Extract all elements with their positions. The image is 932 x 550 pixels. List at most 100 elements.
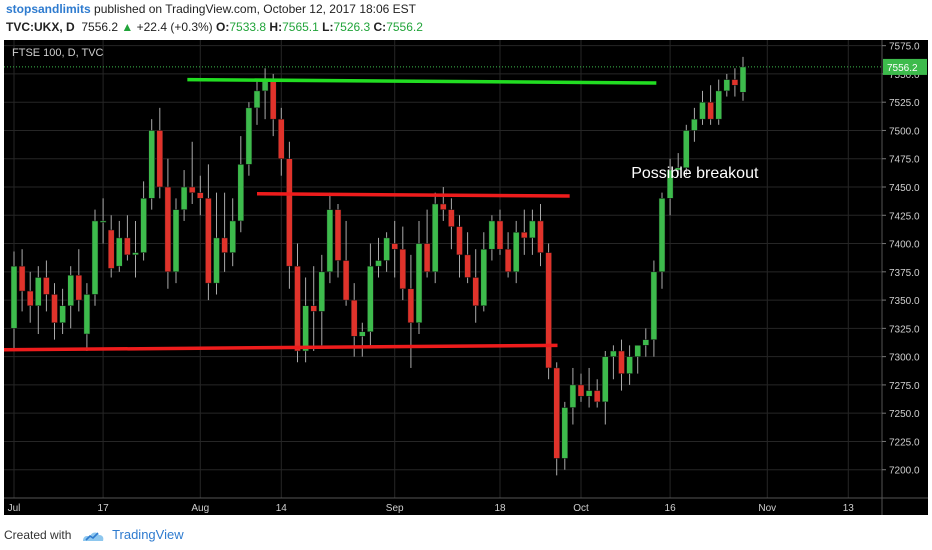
y-tick-label: 7475.0	[889, 155, 920, 166]
candle-body	[521, 231, 528, 239]
candle-body	[107, 229, 115, 269]
candle-body	[618, 350, 625, 374]
candle-body	[715, 90, 722, 120]
y-tick-label: 7525.0	[889, 98, 920, 109]
open-value: 7533.8	[229, 20, 267, 34]
candle-body	[278, 118, 285, 159]
candle-body	[569, 384, 577, 408]
candle-body	[480, 248, 488, 307]
candle-body	[561, 407, 569, 459]
tradingview-logo-icon	[82, 532, 104, 541]
candle-body	[310, 305, 317, 312]
candle-body	[699, 101, 706, 120]
candle-body	[431, 203, 439, 273]
candle-body	[180, 186, 188, 210]
candle-body	[488, 220, 496, 250]
candle-body	[375, 260, 382, 267]
last-price-badge-label: 7556.2	[887, 63, 918, 74]
candle-body	[593, 390, 601, 403]
y-tick-label: 7300.0	[889, 353, 920, 364]
low-value: 7526.3	[333, 20, 371, 34]
y-tick-label: 7550.0	[889, 70, 920, 81]
candle-body	[545, 252, 552, 369]
x-tick-label: 16	[665, 503, 677, 514]
publish-line: stopsandlimits published on TradingView.…	[6, 0, 926, 18]
price-change: +22.4 (+0.3%)	[136, 20, 213, 34]
y-tick-label: 7375.0	[889, 268, 920, 279]
x-tick-label: Nov	[758, 503, 776, 514]
candle-body	[529, 220, 536, 239]
candle-body	[472, 277, 479, 307]
close-label: C:	[373, 20, 387, 34]
candle-body	[302, 305, 309, 352]
candle-body	[342, 260, 350, 301]
candle-body	[124, 237, 131, 256]
trend-line	[4, 343, 558, 352]
x-tick-label: Aug	[191, 503, 209, 514]
open-label: O:	[216, 20, 230, 34]
y-tick-label: 7500.0	[889, 126, 920, 137]
candle-body	[504, 248, 512, 273]
candle-body	[731, 79, 739, 86]
y-tick-label: 7350.0	[889, 296, 920, 307]
ohlc-line: TVC:UKX, D 7556.2 ▲ +22.4 (+0.3%) O:7533…	[6, 18, 926, 36]
y-tick-label: 7450.0	[889, 183, 920, 194]
candle-body	[59, 305, 66, 323]
up-arrow-icon: ▲	[121, 20, 134, 34]
x-tick-label: Sep	[386, 503, 404, 514]
candle-body	[577, 384, 585, 397]
candle-body	[650, 271, 658, 340]
candle-body	[423, 243, 431, 273]
candle-body	[739, 66, 747, 93]
candle-body	[67, 274, 74, 307]
candle-body	[43, 277, 50, 295]
candle-body	[156, 130, 164, 188]
chart-area[interactable]: 7200.0 7225.0 7250.0 7275.0 7300.0 7325.0 7350…	[4, 40, 928, 515]
candle-body	[237, 164, 245, 222]
candle-body	[132, 252, 139, 256]
candle-body	[221, 237, 228, 253]
candle-body	[707, 101, 714, 120]
candle-body	[383, 237, 390, 261]
candle-body	[610, 350, 617, 357]
tradingview-brand[interactable]: TradingView	[112, 527, 184, 542]
footer: Created with TradingView	[4, 520, 928, 550]
candle-body	[666, 169, 674, 199]
candle-body	[456, 226, 463, 256]
candlestick-chart[interactable]: 7200.0 7225.0 7250.0 7275.0 7300.0 7325.0 7350…	[4, 40, 928, 515]
candle-body	[407, 288, 415, 323]
candle-body	[188, 186, 196, 193]
low-label: L:	[322, 20, 334, 34]
x-tick-label: Oct	[573, 503, 589, 514]
y-tick-label: 7250.0	[889, 409, 920, 420]
candle-body	[683, 130, 690, 169]
created-with-text: Created with	[4, 528, 72, 542]
candle-body	[75, 274, 83, 301]
candle-body	[99, 220, 107, 223]
y-tick-label: 7275.0	[889, 381, 920, 392]
y-tick-label: 7325.0	[889, 324, 920, 335]
x-tick-label: 13	[843, 503, 855, 514]
candle-body	[642, 339, 650, 346]
author-link[interactable]: stopsandlimits	[6, 2, 91, 16]
candle-body	[350, 299, 358, 337]
candle-body	[496, 220, 504, 250]
high-label: H:	[269, 20, 283, 34]
candle-body	[18, 265, 26, 292]
candle-body	[91, 220, 99, 295]
candle-body	[51, 294, 58, 323]
candle-body	[253, 90, 261, 109]
candle-body	[553, 367, 560, 459]
candle-body	[674, 167, 682, 171]
close-value: 7556.2	[386, 20, 423, 34]
chart-title: FTSE 100, D, TVC	[12, 47, 104, 59]
candle-body	[723, 79, 731, 92]
candle-body	[415, 243, 423, 323]
y-tick-label: 7225.0	[889, 437, 920, 448]
candle-body	[205, 198, 212, 284]
candle-body	[213, 237, 220, 284]
candle-body	[140, 198, 147, 253]
symbol-label: TVC:UKX, D	[6, 20, 75, 34]
last-price: 7556.2	[81, 20, 119, 34]
annotation-possible-breakout: Possible breakout	[631, 165, 759, 182]
